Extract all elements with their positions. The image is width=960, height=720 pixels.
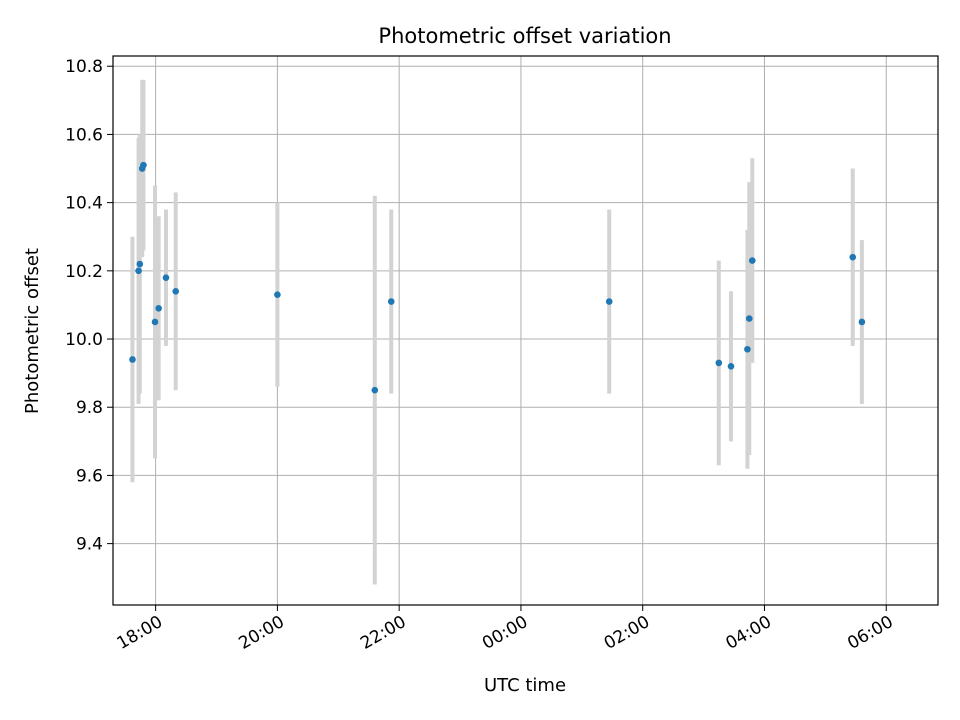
data-point [387, 298, 395, 305]
y-tick-label: 9.4 [76, 535, 103, 555]
plot-frame [112, 55, 939, 606]
chart-title: Photometric offset variation [378, 24, 671, 48]
data-point [172, 287, 180, 295]
y-tick-label: 10.8 [65, 57, 103, 77]
data-point [727, 363, 735, 370]
y-tick-label: 10.6 [65, 125, 103, 145]
data-point [140, 161, 147, 169]
y-tick-label: 10.4 [65, 194, 103, 214]
y-tick-label: 9.8 [76, 398, 103, 418]
data-points [129, 161, 866, 394]
data-point [151, 318, 159, 326]
data-point [135, 267, 142, 275]
data-point [371, 386, 379, 394]
data-point [748, 257, 756, 264]
data-point [715, 359, 723, 367]
x-axis-label: UTC time [484, 675, 566, 696]
y-axis-ticks: 9.4 9.6 9.8 10.0 10.2 10.4 10.6 10.8 [65, 57, 113, 555]
data-point [129, 356, 136, 363]
data-point [849, 253, 857, 261]
data-point [162, 274, 170, 281]
data-point [745, 315, 753, 322]
y-tick-label: 10.0 [65, 330, 103, 350]
y-tick-label: 10.2 [65, 262, 103, 282]
data-point [136, 260, 144, 268]
data-point [155, 305, 162, 312]
data-point [744, 345, 751, 353]
data-point [858, 318, 866, 326]
data-point [605, 298, 613, 305]
data-point [274, 291, 281, 298]
y-tick-label: 9.6 [76, 466, 103, 486]
y-axis-label: Photometric offset [22, 248, 43, 414]
grid-lines [113, 56, 938, 605]
